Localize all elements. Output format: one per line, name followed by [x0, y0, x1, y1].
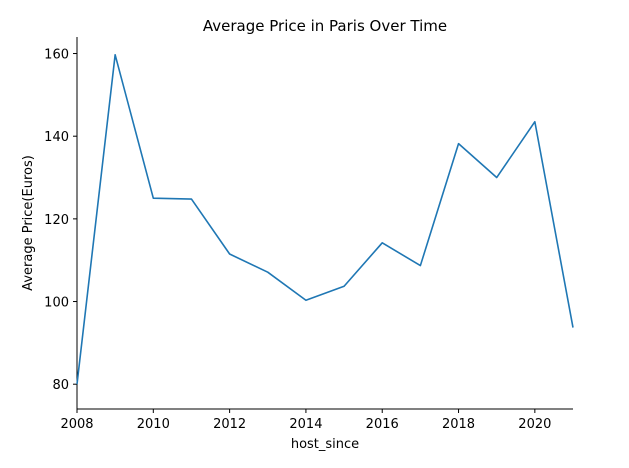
y-tick-label-100: 100: [44, 296, 69, 311]
x-axis-label: host_since: [291, 437, 359, 452]
y-axis-label: Average Price(Euros): [21, 155, 36, 291]
x-tick-label-2012: 2012: [213, 417, 246, 432]
x-tick-label-2008: 2008: [60, 417, 93, 432]
x-tick-label-2020: 2020: [518, 417, 551, 432]
y-axis-ticks: 80 100 120 140 160: [44, 48, 77, 393]
series-group: [76, 53, 574, 385]
y-tick-label-140: 140: [44, 130, 69, 145]
x-tick-label-2018: 2018: [442, 417, 475, 432]
x-tick-label-2014: 2014: [289, 417, 322, 432]
y-tick-label-120: 120: [44, 213, 69, 228]
y-tick-label-160: 160: [44, 48, 69, 63]
y-tick-label-80: 80: [52, 378, 69, 393]
x-axis-ticks: 2008 2010 2012 2014 2016 2018 2020: [60, 409, 551, 432]
x-tick-label-2010: 2010: [137, 417, 170, 432]
plot-area: 2008 2010 2012 2014 2016 2018 2020 80 100 120 140…: [44, 37, 574, 432]
chart-title: Average Price in Paris Over Time: [203, 17, 447, 35]
series-line-0: [76, 53, 574, 385]
x-tick-label-2016: 2016: [366, 417, 399, 432]
